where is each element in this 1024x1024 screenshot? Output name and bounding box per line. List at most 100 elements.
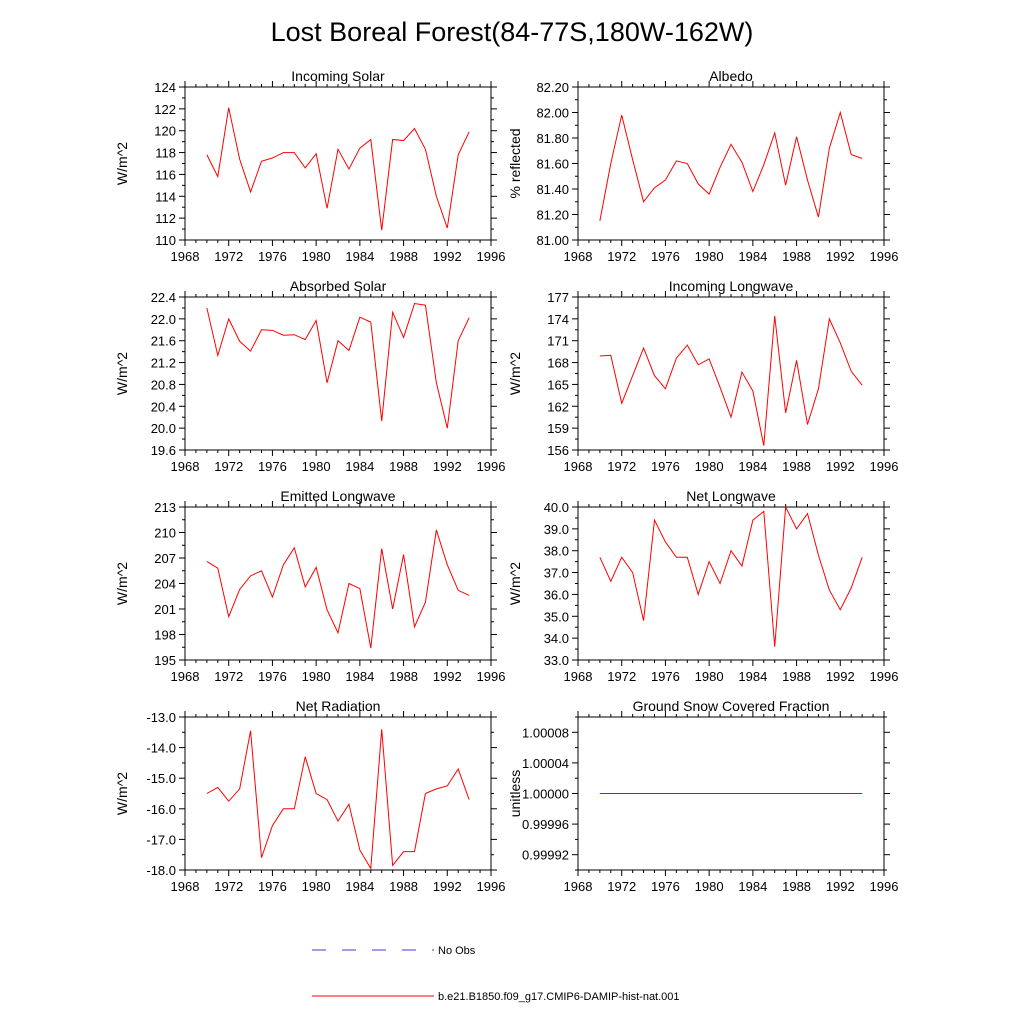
albedo-xtick-label: 1980 <box>695 249 724 264</box>
albedo-xtick-label: 1984 <box>738 249 767 264</box>
net-longwave-xtick-label: 1992 <box>826 669 855 684</box>
ground-snow-covered-fraction-ytick-label: 0.99992 <box>522 848 569 863</box>
net-radiation-xtick-label: 1996 <box>477 879 506 894</box>
panel-incoming-solar: Incoming Solar W/m^2 1968 1972 1976 1980 1984 1… <box>114 68 505 264</box>
emitted-longwave-ytick-label: 207 <box>154 551 176 566</box>
incoming-solar-xtick-label: 1992 <box>433 249 462 264</box>
panel-absorbed-solar: Absorbed Solar W/m^2 1968 1972 1976 1980 1984 1… <box>114 278 505 474</box>
absorbed-solar-xtick-label: 1988 <box>389 459 418 474</box>
albedo-xtick-label: 1996 <box>870 249 899 264</box>
absorbed-solar-plot-frame <box>184 296 492 451</box>
incoming-longwave-xtick-label: 1972 <box>607 459 636 474</box>
absorbed-solar-ytick-label: 22.4 <box>151 290 176 305</box>
emitted-longwave-xtick-label: 1980 <box>302 669 331 684</box>
absorbed-solar-ytick-label: 22.0 <box>151 312 176 327</box>
ground-snow-covered-fraction-xtick-label: 1972 <box>607 879 636 894</box>
net-radiation-ytick-label: -18.0 <box>146 863 176 878</box>
albedo-xtick-label: 1992 <box>826 249 855 264</box>
net-longwave-ytick-label: 40.0 <box>544 500 569 515</box>
emitted-longwave-xtick-label: 1968 <box>171 669 200 684</box>
albedo-plot-frame <box>577 86 885 241</box>
albedo-ytick-label: 81.00 <box>536 233 569 248</box>
incoming-longwave-xtick-label: 1984 <box>738 459 767 474</box>
ground-snow-covered-fraction-xtick-label: 1976 <box>651 879 680 894</box>
incoming-longwave-xtick-label: 1980 <box>695 459 724 474</box>
incoming-longwave-xtick-label: 1992 <box>826 459 855 474</box>
incoming-solar-ytick-label: 122 <box>154 102 176 117</box>
incoming-longwave-ytick-label: 174 <box>547 312 569 327</box>
incoming-solar-ytick-label: 124 <box>154 80 176 95</box>
albedo-xtick-label: 1968 <box>564 249 593 264</box>
ground-snow-covered-fraction-ytick-label: 0.99996 <box>522 817 569 832</box>
absorbed-solar-ytick-label: 20.4 <box>151 399 176 414</box>
incoming-solar-xtick-label: 1976 <box>258 249 287 264</box>
net-longwave-xtick-label: 1980 <box>695 669 724 684</box>
incoming-solar-xtick-label: 1988 <box>389 249 418 264</box>
emitted-longwave-xtick-label: 1976 <box>258 669 287 684</box>
incoming-solar-ytick-label: 116 <box>155 167 176 182</box>
absorbed-solar-ytick-label: 21.6 <box>151 334 176 349</box>
ground-snow-covered-fraction-xtick-label: 1992 <box>826 879 855 894</box>
absorbed-solar-xtick-label: 1992 <box>433 459 462 474</box>
net-longwave-xtick-label: 1996 <box>870 669 899 684</box>
emitted-longwave-ytick-label: 198 <box>154 628 176 643</box>
absorbed-solar-ytick-label: 20.8 <box>151 377 176 392</box>
net-longwave-xtick-label: 1968 <box>564 669 593 684</box>
net-radiation-xtick-label: 1984 <box>345 879 374 894</box>
absorbed-solar-ytick-label: 21.2 <box>151 356 176 371</box>
net-longwave-xtick-label: 1976 <box>651 669 680 684</box>
panel-emitted-longwave: Emitted Longwave W/m^2 1968 1972 1976 1980 198… <box>114 488 505 684</box>
ground-snow-covered-fraction-xtick-label: 1988 <box>782 879 811 894</box>
emitted-longwave-plot-frame <box>184 506 492 661</box>
legend-model-label: b.e21.B1850.f09_g17.CMIP6-DAMIP-hist-nat… <box>438 991 680 1003</box>
albedo-series-line <box>599 110 863 221</box>
net-radiation-xtick-label: 1988 <box>389 879 418 894</box>
absorbed-solar-xtick-label: 1972 <box>214 459 243 474</box>
ground-snow-covered-fraction-xtick-label: 1968 <box>564 879 593 894</box>
net-longwave-ytick-label: 37.0 <box>544 566 569 581</box>
incoming-solar-ytick-label: 118 <box>155 146 176 161</box>
emitted-longwave-xtick-label: 1972 <box>214 669 243 684</box>
net-radiation-series-line <box>206 729 470 871</box>
absorbed-solar-xtick-label: 1980 <box>302 459 331 474</box>
net-longwave-xtick-label: 1988 <box>782 669 811 684</box>
incoming-longwave-xtick-label: 1996 <box>870 459 899 474</box>
emitted-longwave-xtick-label: 1992 <box>433 669 462 684</box>
incoming-solar-ylabel: W/m^2 <box>114 142 130 185</box>
absorbed-solar-xtick-label: 1984 <box>345 459 374 474</box>
albedo-xtick-label: 1972 <box>607 249 636 264</box>
figure-title: Lost Boreal Forest(84-77S,180W-162W) <box>271 17 754 47</box>
net-radiation-xtick-label: 1968 <box>171 879 200 894</box>
albedo-title: Albedo <box>709 68 753 84</box>
net-longwave-ytick-label: 34.0 <box>544 631 569 646</box>
net-longwave-ytick-label: 35.0 <box>544 609 569 624</box>
ground-snow-covered-fraction-title: Ground Snow Covered Fraction <box>633 698 830 714</box>
net-radiation-ylabel: W/m^2 <box>114 772 130 815</box>
chart-panels: Incoming Solar W/m^2 1968 1972 1976 1980 1984 1… <box>114 68 898 894</box>
incoming-solar-ytick-label: 120 <box>154 124 176 139</box>
ground-snow-covered-fraction-xtick-label: 1996 <box>870 879 899 894</box>
panel-ground-snow-covered-fraction: Ground Snow Covered Fraction unitless 1968… <box>507 698 898 894</box>
net-longwave-ytick-label: 33.0 <box>544 653 569 668</box>
absorbed-solar-series-line <box>206 303 470 429</box>
net-longwave-ylabel: W/m^2 <box>507 562 523 605</box>
incoming-longwave-plot-frame <box>577 296 885 451</box>
incoming-longwave-xtick-label: 1968 <box>564 459 593 474</box>
incoming-longwave-ytick-label: 168 <box>547 356 569 371</box>
panel-albedo: Albedo % reflected 1968 1972 1976 1980 1984 198… <box>507 68 898 264</box>
incoming-longwave-ytick-label: 159 <box>547 421 569 436</box>
panel-net-longwave: Net Longwave W/m^2 1968 1972 1976 1980 1984 198… <box>507 488 898 684</box>
net-radiation-xtick-label: 1992 <box>433 879 462 894</box>
emitted-longwave-ytick-label: 210 <box>154 526 176 541</box>
absorbed-solar-ylabel: W/m^2 <box>114 352 130 395</box>
incoming-longwave-ytick-label: 177 <box>547 290 569 305</box>
net-radiation-ytick-label: -16.0 <box>146 802 176 817</box>
emitted-longwave-ytick-label: 195 <box>154 653 176 668</box>
ground-snow-covered-fraction-ytick-label: 1.00000 <box>522 787 569 802</box>
albedo-ytick-label: 81.80 <box>536 131 569 146</box>
absorbed-solar-ytick-label: 20.0 <box>151 421 176 436</box>
net-radiation-plot-frame <box>184 716 492 871</box>
albedo-xtick-label: 1988 <box>782 249 811 264</box>
ground-snow-covered-fraction-xtick-label: 1980 <box>695 879 724 894</box>
